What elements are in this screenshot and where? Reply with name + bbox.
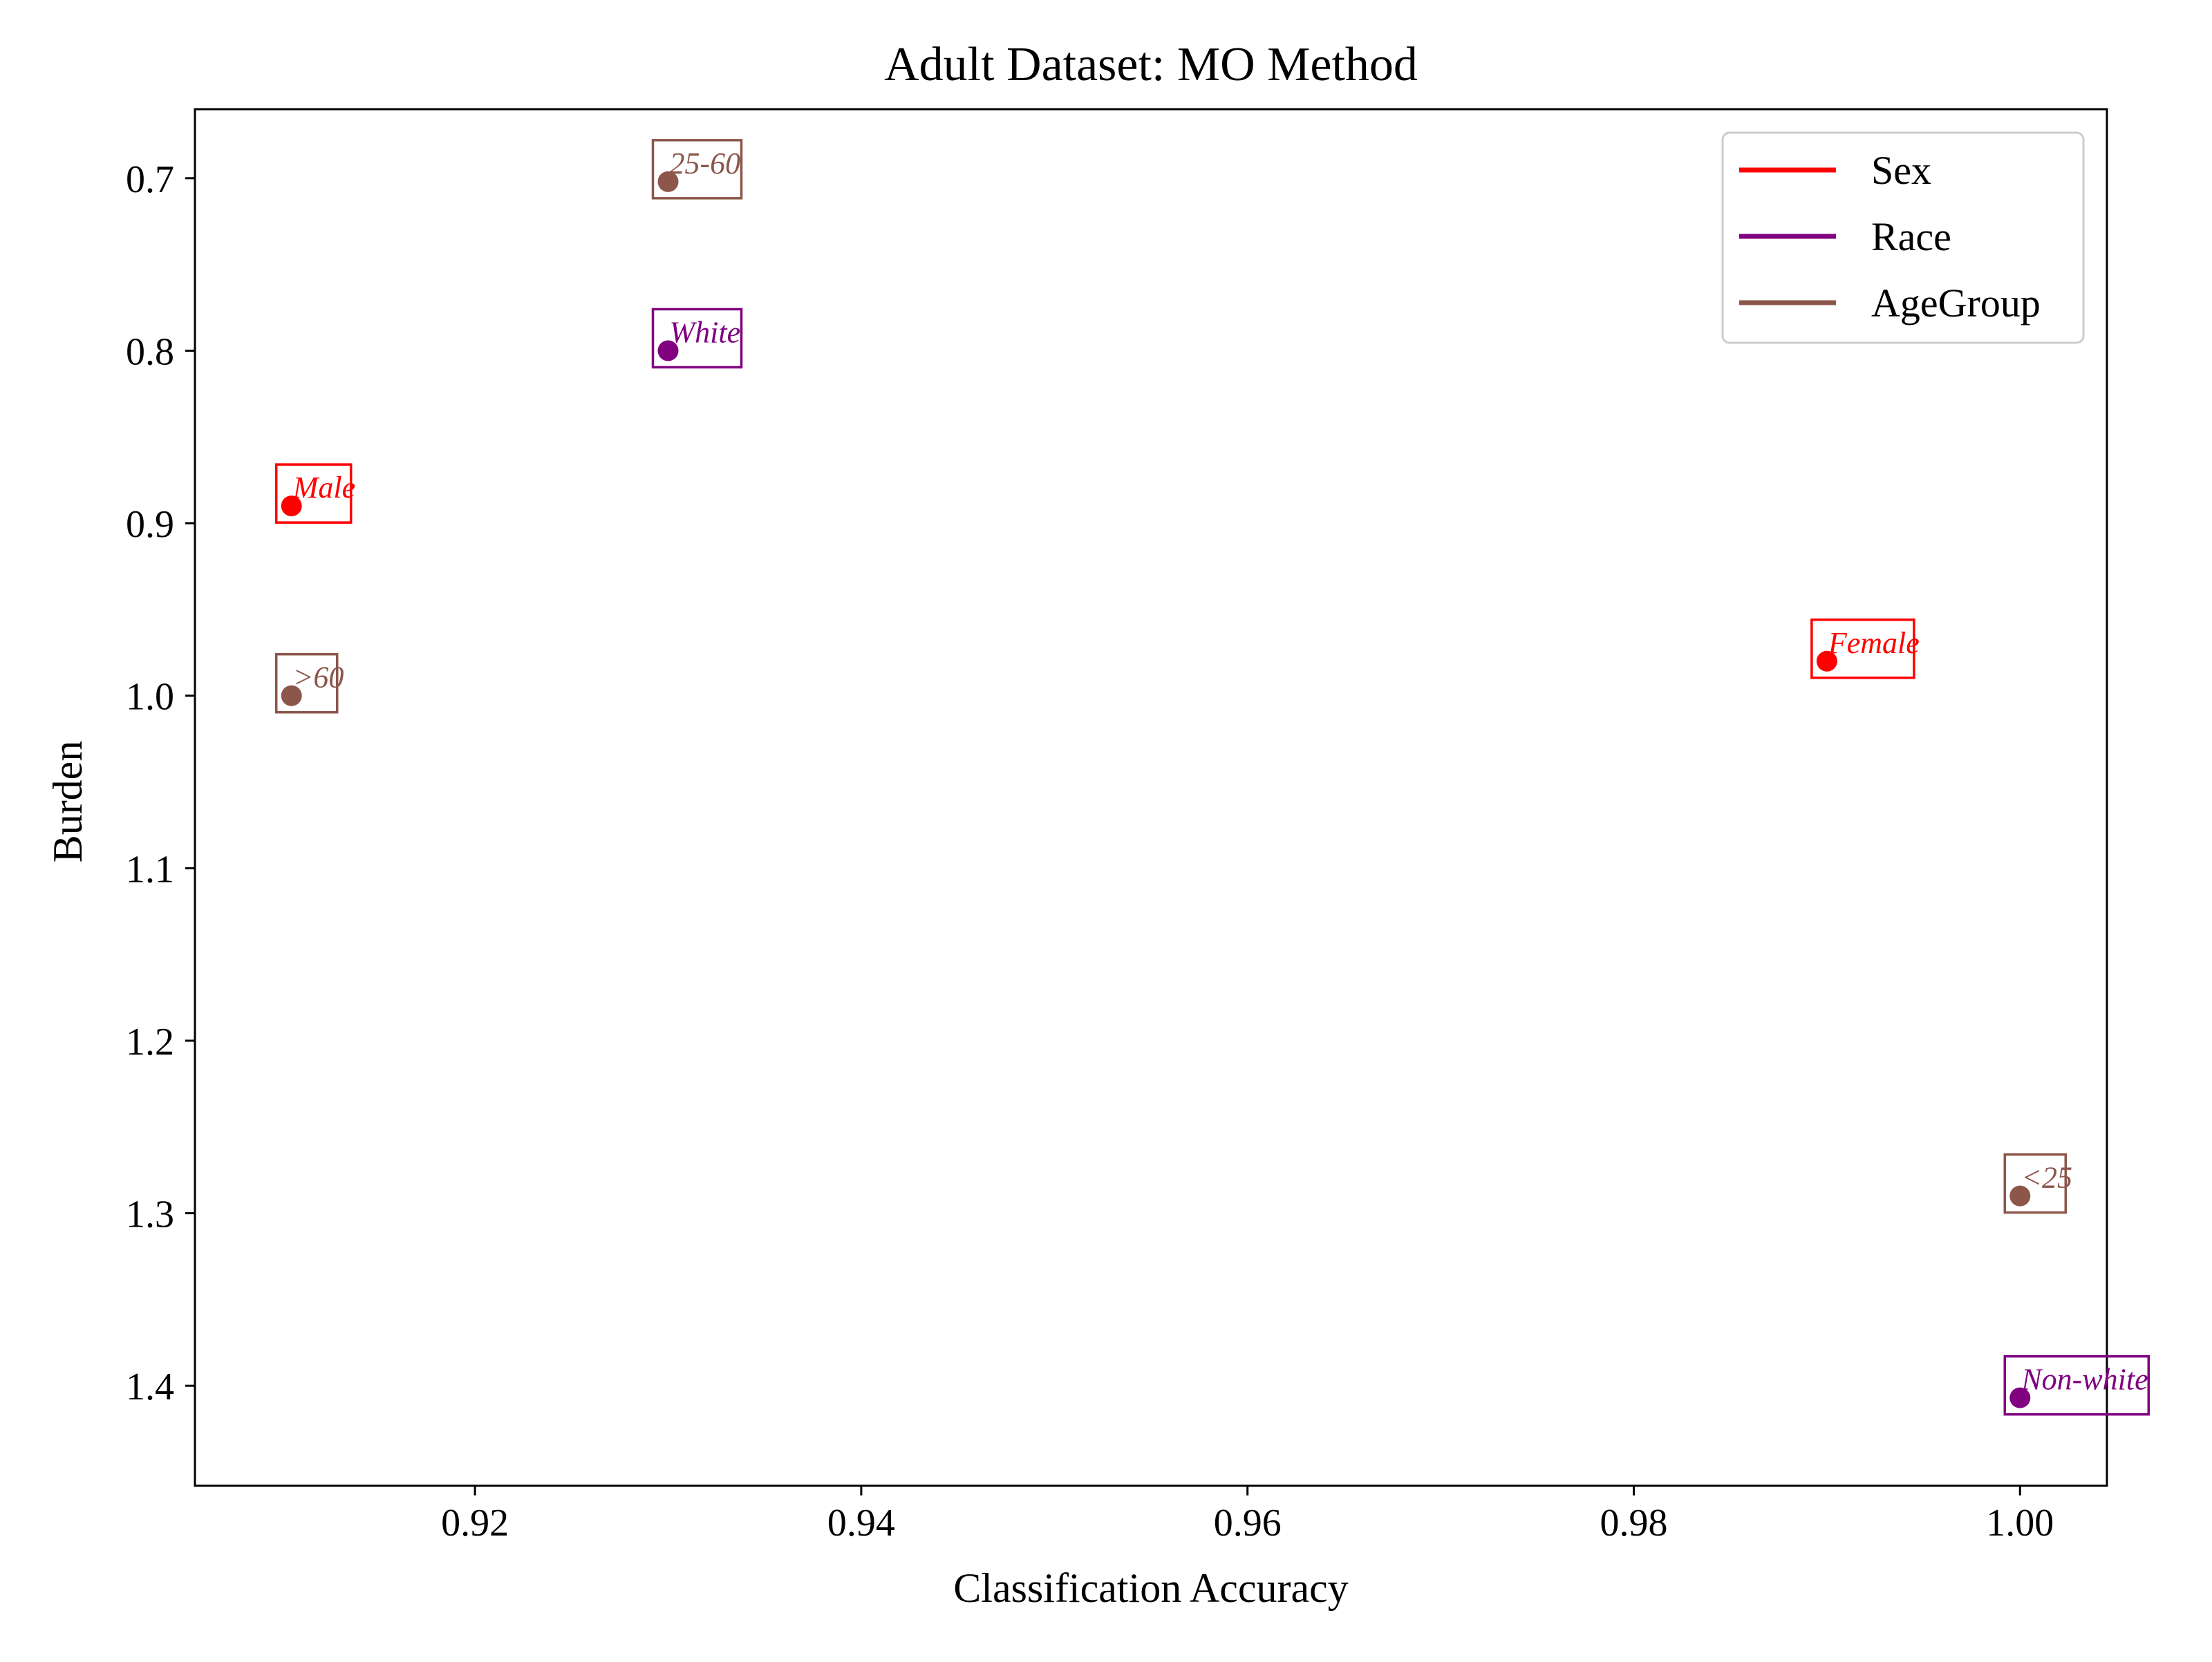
- annotation-box: [1810, 618, 1915, 679]
- x-tick-label: 0.98: [1600, 1502, 1667, 1545]
- data-point-group: <25: [2003, 1153, 2072, 1214]
- legend: Sex Race AgeGroup: [1721, 131, 2085, 344]
- plot-area: 0.92 0.94 0.96 0.98 1.00 0.7 0.8 0.9 1.0 1.1 1.2 1.…: [126, 108, 2150, 1545]
- annotation-box: [274, 652, 339, 714]
- data-point-label: Non-white: [2021, 1363, 2148, 1397]
- data-point-label: >60: [293, 661, 344, 695]
- data-point: [657, 171, 679, 192]
- x-tick-label: 1.00: [1986, 1502, 2054, 1545]
- data-point-group: Male: [274, 463, 355, 524]
- data-point: [281, 685, 302, 706]
- x-tick-label: 0.94: [827, 1502, 895, 1545]
- y-tick-label: 1.0: [126, 676, 174, 719]
- data-point-label: 25-60: [670, 147, 741, 180]
- y-tick-label: 1.1: [126, 848, 174, 891]
- x-tick-label: 0.96: [1214, 1502, 1282, 1545]
- annotation-box: [2003, 1354, 2150, 1416]
- legend-label: Race: [1871, 214, 1951, 259]
- data-point-group: 25-60: [651, 139, 743, 200]
- data-point-label: Female: [1828, 626, 1920, 660]
- data-point: [281, 495, 302, 517]
- x-tick-label: 0.92: [441, 1502, 509, 1545]
- y-tick-label: 0.7: [126, 158, 174, 201]
- data-point: [2009, 1185, 2031, 1207]
- y-tick-label: 1.4: [126, 1366, 174, 1408]
- annotation-box: [651, 308, 743, 369]
- plot-frame: [194, 108, 2108, 1487]
- data-point: [2009, 1387, 2031, 1408]
- data-point: [1816, 650, 1837, 672]
- x-axis-label: Classification Accuracy: [953, 1565, 1348, 1611]
- data-point-label: Male: [292, 471, 355, 504]
- data-point-label: <25: [2021, 1161, 2072, 1195]
- legend-label: Sex: [1871, 148, 1931, 193]
- data-point-group: Non-white: [2003, 1354, 2150, 1416]
- chart-title: Adult Dataset: MO Method: [884, 38, 1418, 91]
- y-tick-label: 1.3: [126, 1193, 174, 1236]
- data-point: [657, 340, 679, 361]
- data-point-group: Female: [1810, 618, 1920, 679]
- y-axis-label: Burden: [45, 741, 91, 863]
- data-point-group: White: [651, 308, 743, 369]
- data-point-group: >60: [274, 652, 344, 714]
- annotation-box: [651, 139, 743, 200]
- annotation-box: [2003, 1153, 2068, 1214]
- annotation-box: [274, 463, 353, 524]
- data-point-label: White: [670, 315, 741, 349]
- legend-frame: [1721, 131, 2085, 344]
- y-tick-label: 0.8: [126, 330, 174, 373]
- legend-label: AgeGroup: [1871, 281, 2041, 325]
- y-tick-label: 0.9: [126, 503, 174, 546]
- y-tick-label: 1.2: [126, 1021, 174, 1064]
